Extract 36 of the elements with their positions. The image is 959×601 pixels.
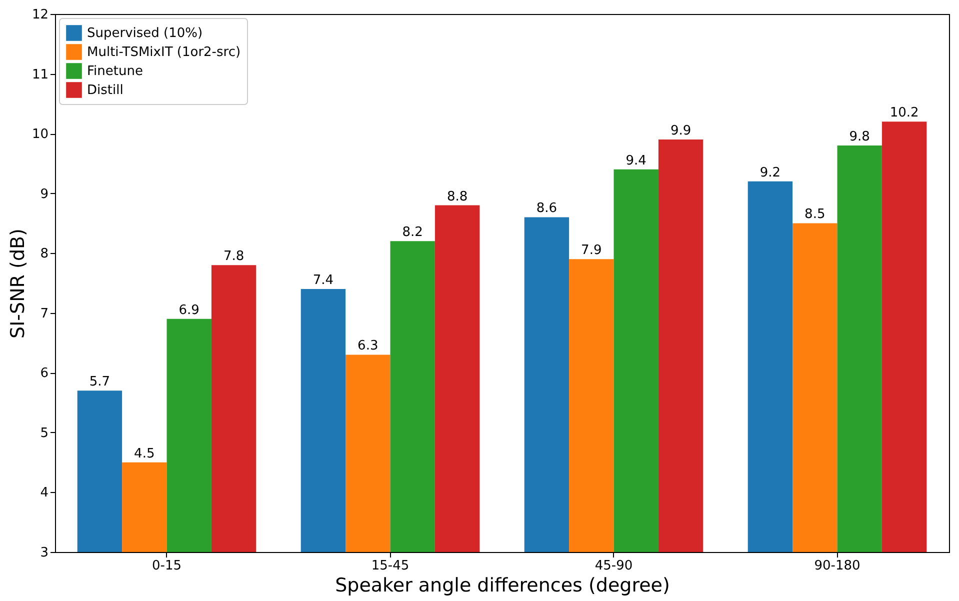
data-label: 10.2 xyxy=(890,106,919,121)
data-label: 7.8 xyxy=(223,249,244,264)
y-tick-label: 8 xyxy=(40,246,48,262)
y-tick-label: 10 xyxy=(32,127,48,142)
x-tick-label: 15-45 xyxy=(371,558,410,574)
y-tick-label: 7 xyxy=(40,306,48,322)
data-label: 7.9 xyxy=(581,243,602,258)
data-label: 8.2 xyxy=(402,225,423,240)
data-label: 9.9 xyxy=(670,124,692,139)
x-tick-label: 45-90 xyxy=(594,558,633,574)
data-label: 8.5 xyxy=(804,207,826,222)
legend-label: Multi-TSMixIT (1or2-src) xyxy=(87,45,241,60)
data-label: 7.4 xyxy=(312,272,334,288)
y-tick-label: 6 xyxy=(40,366,48,382)
x-axis-title: Speaker angle differences (degree) xyxy=(335,574,670,596)
data-label: 6.9 xyxy=(178,302,200,318)
x-tick-label: 0-15 xyxy=(152,558,182,574)
y-tick-label: 3 xyxy=(40,546,48,560)
data-label: 9.2 xyxy=(760,165,781,180)
data-label: 8.8 xyxy=(446,189,468,204)
legend-label: Finetune xyxy=(87,64,143,79)
y-tick-label: 9 xyxy=(40,186,48,202)
data-label: 6.3 xyxy=(358,338,378,354)
data-label: 9.4 xyxy=(626,153,646,168)
x-tick-label: 90-180 xyxy=(814,558,860,574)
data-label: 4.5 xyxy=(134,446,155,462)
data-label: 9.8 xyxy=(849,130,870,145)
legend-label: Distill xyxy=(87,83,124,98)
data-label: 8.6 xyxy=(536,201,558,216)
y-tick-label: 12 xyxy=(32,8,48,22)
legend-label: Supervised (10%) xyxy=(87,26,203,41)
data-label: 5.7 xyxy=(89,374,110,390)
y-tick-label: 11 xyxy=(32,67,48,82)
y-axis-title: SI-SNR (dB) xyxy=(6,228,29,338)
y-tick-label: 4 xyxy=(40,486,48,501)
y-tick-label: 5 xyxy=(40,426,48,441)
